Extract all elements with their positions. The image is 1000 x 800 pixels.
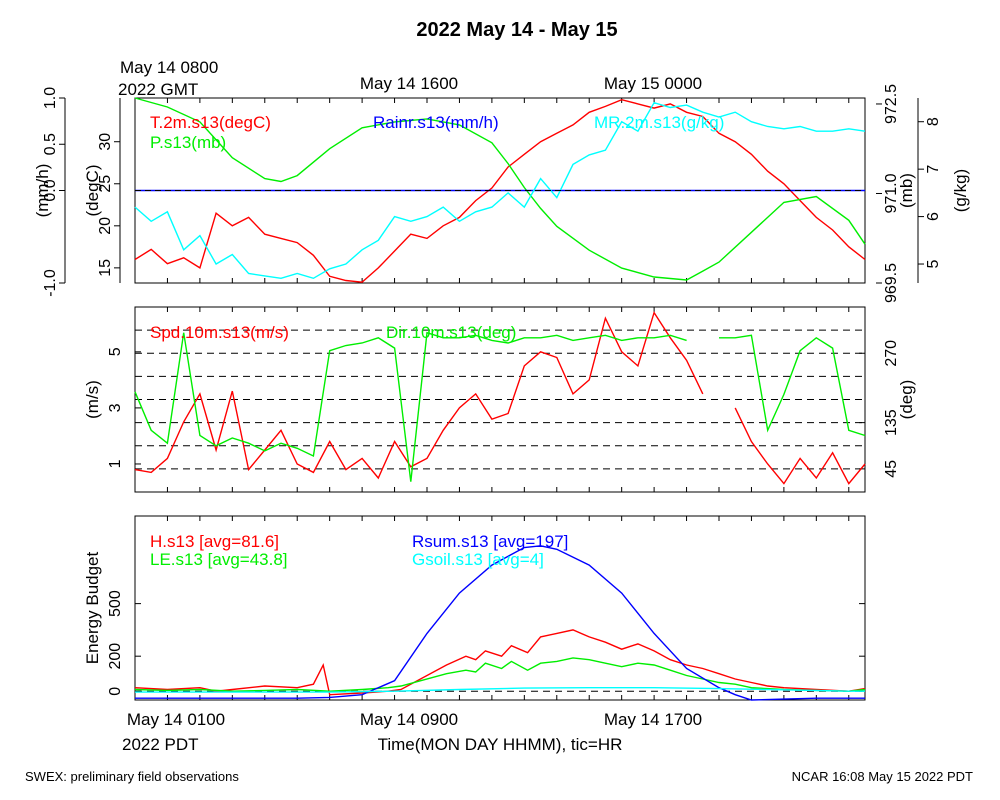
energy-y-tick-label: 0 (107, 687, 124, 696)
met-y-tick-label: -1.0 (42, 269, 59, 297)
met-legend-entry: Rainr.s13(mm/h) (373, 113, 499, 132)
wind-y-tick-label: 5 (107, 347, 124, 356)
met-y-tick-label: 25 (97, 175, 114, 193)
met-y-tick-label: 6 (925, 212, 942, 221)
met-y-tick-label: 7 (925, 165, 942, 174)
met-axis-label: (mb) (897, 173, 916, 208)
wind-legend-entry: Spd.10m.s13(m/s) (150, 323, 289, 342)
footer-left: SWEX: preliminary field observations (25, 769, 239, 784)
met-y-tick-label: 5 (925, 259, 942, 268)
wind-axis-label: (m/s) (83, 380, 102, 419)
energy-legend-entry: Gsoil.s13 [avg=4] (412, 550, 544, 569)
met-y-tick-label: 8 (925, 117, 942, 126)
met-y-tick-label: 1.0 (42, 87, 59, 109)
wind-legend-entry: Dir.10m.s13(deg) (386, 323, 516, 342)
bottom-time-label-3: May 14 1700 (604, 710, 702, 729)
energy-series-line (135, 687, 865, 693)
wind-y-tick-label: 3 (107, 403, 124, 412)
met-y-tick-label: 0.5 (42, 133, 59, 155)
wind-y-tick-label: 1 (107, 459, 124, 468)
top-time-label-1b: 2022 GMT (118, 80, 198, 99)
met-legend-entry: P.s13(mb) (150, 133, 226, 152)
energy-y-tick-label: 500 (107, 590, 124, 617)
energy-legend-entry: Rsum.s13 [avg=197] (412, 532, 568, 551)
wind-series-line (134, 310, 866, 485)
met-series-line (134, 97, 866, 281)
x-axis-label: Time(MON DAY HHMM), tic=HR (378, 735, 623, 754)
met-series-line (134, 98, 866, 283)
wind-y-tick-label: 270 (883, 340, 900, 367)
top-time-label-1a: May 14 0800 (120, 58, 218, 77)
met-y-tick-label: 0.0 (42, 179, 59, 201)
met-y-tick-label: 971.0 (883, 173, 900, 213)
met-y-tick-label: 20 (97, 217, 114, 235)
energy-series-line (134, 629, 866, 696)
footer-right: NCAR 16:08 May 15 2022 PDT (792, 769, 973, 784)
bottom-time-label-1a: May 14 0100 (127, 710, 225, 729)
energy-legend-entry: LE.s13 [avg=43.8] (150, 550, 288, 569)
met-y-tick-label: 15 (97, 259, 114, 277)
energy-series-line (134, 657, 866, 692)
met-series-line (134, 101, 866, 280)
met-axis-label: (mm/h) (33, 164, 52, 218)
met-legend-entry: MR.2m.s13(g/kg) (594, 113, 724, 132)
chart-panels: -1.00.00.51.0(mm/h)15202530(degC)969.597… (33, 84, 970, 701)
top-time-label-2: May 14 1600 (360, 74, 458, 93)
met-y-tick-label: 969.5 (883, 263, 900, 303)
energy-legend-entry: H.s13 [avg=81.6] (150, 532, 279, 551)
wind-y-tick-label: 135 (883, 409, 900, 436)
wind-y-tick-label: 45 (883, 460, 900, 478)
bottom-time-label-1b: 2022 PDT (122, 735, 199, 754)
met-legend-entry: T.2m.s13(degC) (150, 113, 271, 132)
met-y-tick-label: 30 (97, 133, 114, 151)
wind-series-line (134, 331, 866, 482)
met-axis-label: (g/kg) (951, 169, 970, 212)
energy-y-axis-label: Energy Budget (83, 551, 102, 664)
energy-series-line (135, 545, 865, 701)
energy-panel-frame (134, 515, 866, 701)
met-y-tick-label: 972.5 (883, 84, 900, 124)
bottom-time-label-2: May 14 0900 (360, 710, 458, 729)
wind-axis-label: (deg) (897, 380, 916, 420)
energy-y-tick-label: 200 (107, 643, 124, 670)
met-axis-label: (degC) (83, 165, 102, 217)
top-time-label-3: May 15 0000 (604, 74, 702, 93)
chart-title: 2022 May 14 - May 15 (416, 19, 617, 41)
